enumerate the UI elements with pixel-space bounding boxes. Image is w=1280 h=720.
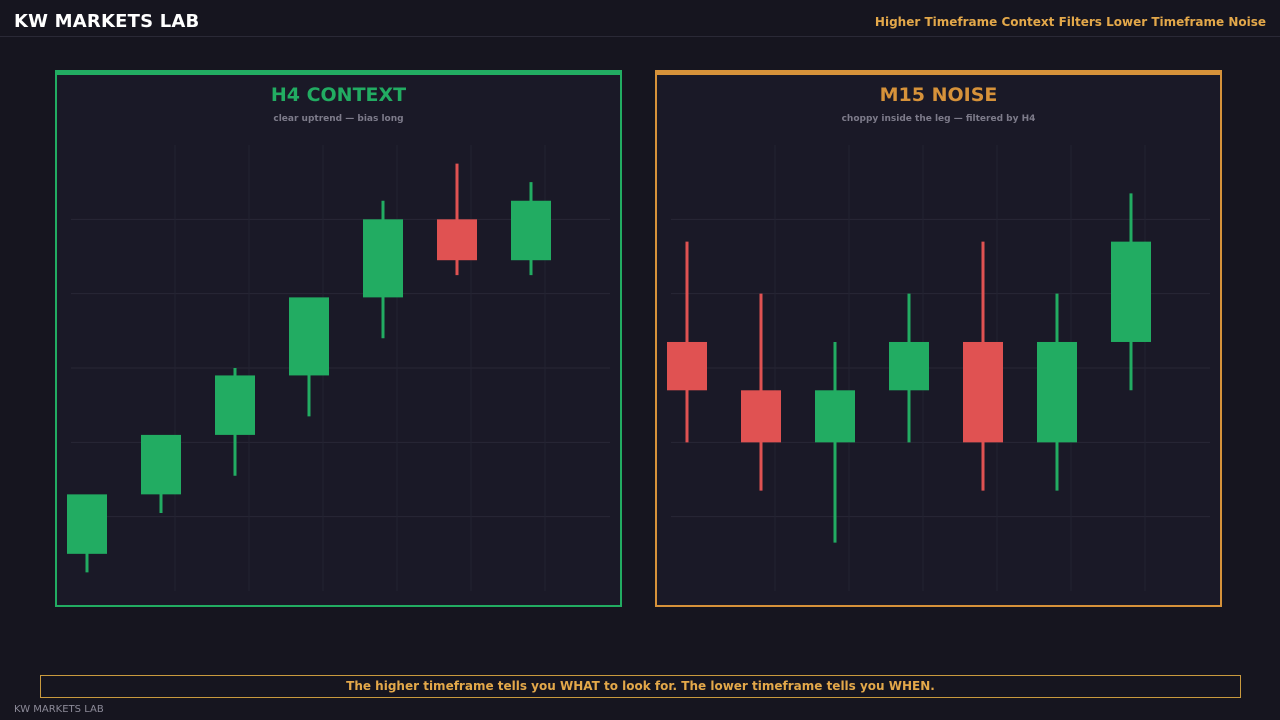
page-headline: Higher Timeframe Context Filters Lower T… <box>874 15 1266 29</box>
h4-candlestick-chart <box>67 145 610 591</box>
h4-candle-body <box>215 375 255 435</box>
m15-candlestick-chart <box>667 145 1210 591</box>
m15-candle-body <box>667 341 707 391</box>
h4-candle-bull <box>289 297 329 417</box>
h4-context-panel: H4 CONTEXT clear uptrend — bias long <box>55 70 622 607</box>
h4-candle-body <box>289 297 329 376</box>
h4-panel-title: H4 CONTEXT <box>270 84 407 106</box>
m15-candle-body <box>1037 341 1077 443</box>
m15-candle-bear <box>963 241 1003 491</box>
h4-candle-bull <box>215 368 255 476</box>
h4-candle-body <box>363 219 403 298</box>
h4-candle-body <box>511 200 551 261</box>
m15-candle-body <box>815 390 855 443</box>
h4-panel-subtitle: clear uptrend — bias long <box>273 114 404 124</box>
m15-noise-panel: M15 NOISE choppy inside the leg — filter… <box>655 70 1222 607</box>
h4-candle-body <box>437 219 477 261</box>
header-bar: KW MARKETS LAB Higher Timeframe Context … <box>0 0 1280 37</box>
m15-candle-body <box>963 341 1003 443</box>
m15-candle-bear <box>667 241 707 443</box>
m15-panel-title: M15 NOISE <box>879 84 998 106</box>
brand-title: KW MARKETS LAB <box>14 11 200 32</box>
h4-candle-bull <box>141 434 181 513</box>
m15-candle-bull <box>889 293 929 443</box>
m15-candle-bull <box>1111 193 1151 391</box>
m15-panel-subtitle: choppy inside the leg — filtered by H4 <box>841 114 1036 124</box>
takeaway-banner: The higher timeframe tells you WHAT to l… <box>40 675 1241 698</box>
m15-candle-body <box>1111 241 1151 342</box>
h4-candle-body <box>67 494 107 554</box>
m15-candle-body <box>741 390 781 443</box>
h4-candle-body <box>141 434 181 495</box>
h4-candle-bear <box>437 163 477 276</box>
m15-candle-bull <box>815 341 855 543</box>
footer-brand: KW MARKETS LAB <box>14 704 104 715</box>
m15-candle-bear <box>741 293 781 491</box>
m15-candle-body <box>889 341 929 391</box>
h4-candle-bull <box>363 200 403 339</box>
h4-candle-bull <box>511 182 551 276</box>
m15-candle-bull <box>1037 293 1077 491</box>
h4-candle-bull <box>67 494 107 573</box>
